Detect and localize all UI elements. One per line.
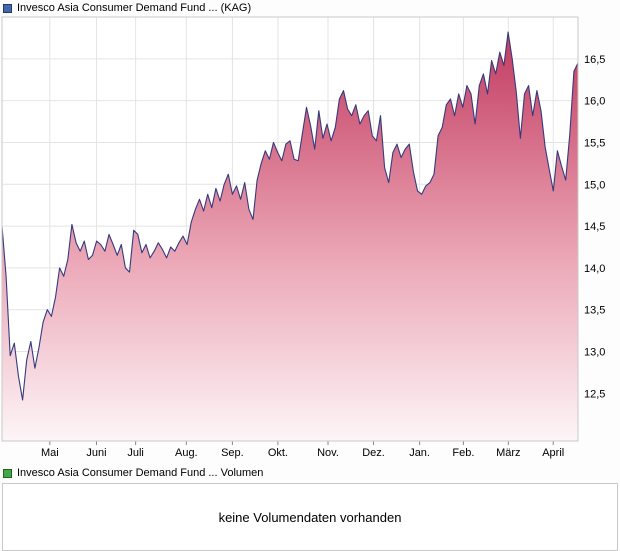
svg-text:Nov.: Nov.: [317, 447, 339, 459]
price-chart-area: 16,5 16,0 15,5 15,0 14,5 14,0 13,5 13,0 12,5 Mai J…: [0, 16, 620, 465]
svg-text:15,5: 15,5: [584, 137, 605, 149]
svg-text:14,0: 14,0: [584, 263, 605, 275]
svg-text:März: März: [496, 447, 520, 459]
svg-text:April: April: [542, 447, 564, 459]
svg-text:15,0: 15,0: [584, 179, 605, 191]
svg-text:Mai: Mai: [41, 447, 59, 459]
price-series-swatch-icon: [3, 4, 12, 13]
svg-text:Juni: Juni: [86, 447, 106, 459]
svg-text:16,0: 16,0: [584, 96, 605, 108]
svg-text:Feb.: Feb.: [452, 447, 474, 459]
svg-text:13,0: 13,0: [584, 347, 605, 359]
volume-series-swatch-icon: [3, 469, 12, 478]
svg-text:Aug.: Aug.: [175, 447, 198, 459]
volume-legend-label: Invesco Asia Consumer Demand Fund ... Vo…: [17, 467, 264, 479]
price-legend: Invesco Asia Consumer Demand Fund ... (K…: [0, 0, 620, 16]
volume-legend: Invesco Asia Consumer Demand Fund ... Vo…: [0, 465, 620, 481]
svg-text:Dez.: Dez.: [362, 447, 385, 459]
svg-text:Sep.: Sep.: [221, 447, 244, 459]
svg-text:Okt.: Okt.: [268, 447, 288, 459]
svg-text:14,5: 14,5: [584, 221, 605, 233]
svg-text:16,5: 16,5: [584, 54, 605, 66]
svg-text:Jan.: Jan.: [409, 447, 430, 459]
price-chart-svg[interactable]: 16,5 16,0 15,5 15,0 14,5 14,0 13,5 13,0 12,5 Mai J…: [0, 16, 620, 460]
price-legend-label: Invesco Asia Consumer Demand Fund ... (K…: [17, 2, 252, 14]
svg-text:Juli: Juli: [127, 447, 144, 459]
volume-panel: keine Volumendaten vorhanden: [2, 483, 618, 551]
svg-text:12,5: 12,5: [584, 388, 605, 400]
no-volume-message: keine Volumendaten vorhanden: [218, 509, 402, 525]
svg-text:13,5: 13,5: [584, 305, 605, 317]
